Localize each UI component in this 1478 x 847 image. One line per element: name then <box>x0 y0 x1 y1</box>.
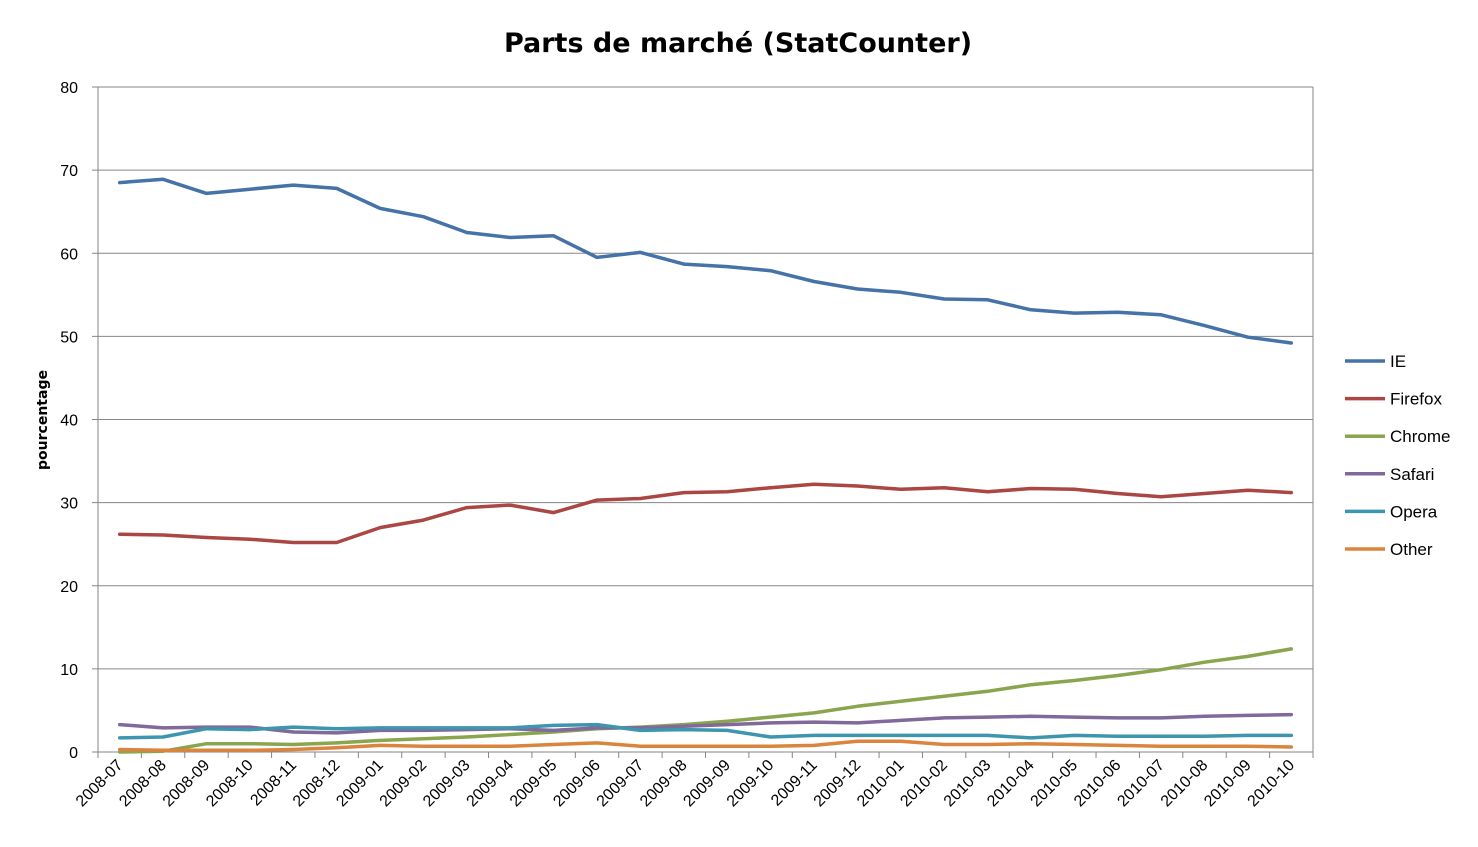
x-tick-label: 2010-06 <box>1071 757 1125 811</box>
y-tick-label: 70 <box>60 163 78 180</box>
legend-label-opera: Opera <box>1390 502 1438 521</box>
x-tick-label: 2010-09 <box>1201 757 1255 811</box>
x-tick-label: 2009-07 <box>594 757 648 811</box>
x-tick-label: 2010-07 <box>1114 757 1168 811</box>
y-tick-label: 30 <box>60 496 78 513</box>
y-tick-label: 80 <box>60 80 78 97</box>
x-tick-label: 2008-09 <box>160 757 214 811</box>
x-tick-label: 2010-01 <box>854 757 908 811</box>
y-tick-label: 20 <box>60 579 78 596</box>
x-tick-label: 2009-12 <box>811 757 865 811</box>
y-tick-label: 50 <box>60 329 78 346</box>
x-tick-labels: 2008-072008-082008-092008-102008-112008-… <box>73 757 1298 811</box>
y-tick-labels: 0 10 20 30 40 50 60 70 80 <box>60 80 78 762</box>
series-line-firefox <box>117 482 1294 545</box>
legend-label-chrome: Chrome <box>1390 427 1450 446</box>
legend-label-safari: Safari <box>1390 465 1434 484</box>
axes <box>92 86 1314 758</box>
y-tick-label: 0 <box>69 745 78 762</box>
x-tick-label: 2009-04 <box>464 757 518 811</box>
x-tick-label: 2009-02 <box>377 757 431 811</box>
x-tick-label: 2010-04 <box>984 757 1038 811</box>
series-line-safari <box>117 712 1294 735</box>
x-tick-label: 2010-08 <box>1158 757 1212 811</box>
y-tick-label: 60 <box>60 246 78 263</box>
chart-title: Parts de marché (StatCounter) <box>504 28 972 59</box>
legend: IE Firefox Chrome Safari Opera Other <box>1345 352 1450 559</box>
y-axis-label: pourcentage <box>35 370 51 470</box>
x-tick-label: 2010-03 <box>941 757 995 811</box>
x-tick-label: 2010-02 <box>897 757 951 811</box>
legend-label-firefox: Firefox <box>1390 390 1442 409</box>
x-tick-label: 2010-05 <box>1028 757 1082 811</box>
x-tick-label: 2008-07 <box>73 757 127 811</box>
x-tick-label: 2008-10 <box>203 757 257 811</box>
y-tick-label: 10 <box>60 662 78 679</box>
x-tick-label: 2009-01 <box>333 757 387 811</box>
series-lines <box>117 177 1294 754</box>
x-tick-label: 2008-08 <box>116 757 170 811</box>
gridlines <box>98 86 1313 670</box>
series-line-other <box>117 739 1294 753</box>
series-line-chrome <box>117 647 1294 754</box>
x-tick-label: 2009-10 <box>724 757 778 811</box>
x-tick-label: 2009-08 <box>637 757 691 811</box>
x-tick-label: 2009-05 <box>507 757 561 811</box>
legend-label-ie: IE <box>1390 352 1406 371</box>
x-tick-label: 2009-09 <box>680 757 734 811</box>
x-tick-label: 2010-10 <box>1245 757 1299 811</box>
x-tick-label: 2009-03 <box>420 757 474 811</box>
series-line-opera <box>117 722 1294 740</box>
series-line-ie <box>117 177 1294 345</box>
y-tick-label: 40 <box>60 413 78 430</box>
x-tick-label: 2009-06 <box>550 757 604 811</box>
legend-label-other: Other <box>1390 540 1433 559</box>
x-tick-label: 2008-12 <box>290 757 344 811</box>
